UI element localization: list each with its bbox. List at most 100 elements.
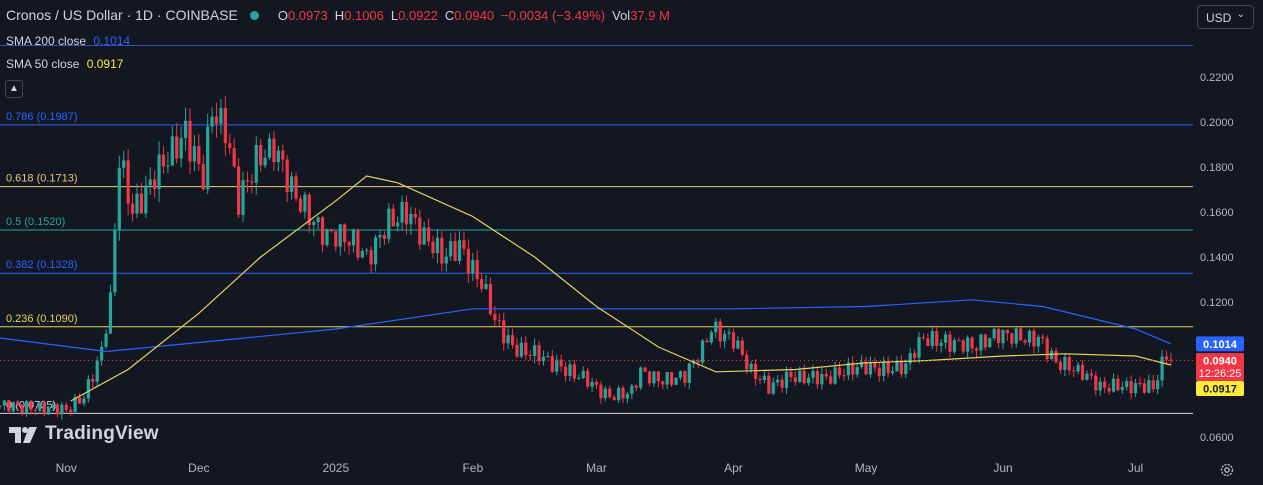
candle-body <box>422 227 426 245</box>
candle-body <box>153 179 157 190</box>
candle-body <box>404 201 409 225</box>
candle-body <box>634 385 638 388</box>
candle-body <box>890 371 895 374</box>
candle-body <box>148 179 152 186</box>
candle-body <box>988 338 992 348</box>
candle-body <box>55 404 60 415</box>
currency-select[interactable]: USD ⌄ <box>1197 5 1254 29</box>
candle-body <box>1045 338 1049 360</box>
settings-gear-icon[interactable] <box>1219 462 1235 478</box>
candle-body <box>603 388 607 399</box>
fib-level-label: 0.618 (0.1713) <box>6 173 78 185</box>
candle-body <box>183 120 188 139</box>
candle-body <box>201 164 205 190</box>
sma50-label: SMA 50 close <box>6 57 80 71</box>
candle-body <box>572 364 577 379</box>
sma200-legend[interactable]: SMA 200 close 0.1014 <box>6 34 130 48</box>
candle-body <box>1164 356 1169 360</box>
candle-body <box>935 331 939 346</box>
candle-body <box>528 355 532 357</box>
symbol-title[interactable]: Cronos / US Dollar · 1D · COINBASE <box>6 7 238 23</box>
candle-body <box>1138 382 1142 384</box>
candle-body <box>0 405 2 407</box>
y-axis-tick-label: 0.1600 <box>1200 207 1234 219</box>
candle-body <box>1116 378 1120 391</box>
candle-body <box>122 160 126 168</box>
candle-body <box>771 382 775 394</box>
candle-body <box>281 150 285 160</box>
y-axis-tick-label: 0.1400 <box>1200 252 1234 264</box>
candle-body <box>1089 373 1093 376</box>
candle-body <box>815 370 820 385</box>
candle-body <box>267 138 272 158</box>
candle-body <box>678 371 683 378</box>
candle-body <box>1050 350 1054 360</box>
candle-body <box>1054 350 1058 363</box>
candle-body <box>351 230 356 246</box>
candle-body <box>1133 382 1138 394</box>
candle-body <box>926 338 930 346</box>
low-value: 0.0922 <box>398 7 438 23</box>
candle-body <box>179 138 183 159</box>
candle-body <box>113 230 117 293</box>
candle-body <box>1085 373 1089 380</box>
candle-body <box>488 283 493 315</box>
candle-body <box>983 334 987 348</box>
candle-body <box>232 148 236 167</box>
sma200-label: SMA 200 close <box>6 34 87 48</box>
candle-body <box>263 157 267 166</box>
candle-body <box>652 371 656 384</box>
candle-body <box>868 362 873 375</box>
candle-body <box>1098 381 1102 391</box>
candle-body <box>219 108 223 124</box>
candle-body <box>228 143 232 149</box>
candle-body <box>64 404 68 410</box>
candle-body <box>1103 381 1107 388</box>
candle-body <box>400 201 404 223</box>
candle-body <box>347 242 351 246</box>
candle-body <box>11 402 15 412</box>
candle-body <box>577 378 581 380</box>
candle-body <box>396 222 400 227</box>
candle-body <box>426 227 431 242</box>
candle-body <box>1120 386 1124 391</box>
collapse-indicators-button[interactable]: ▲ <box>5 80 23 98</box>
candle-body <box>1080 364 1085 380</box>
candle-body <box>736 340 740 349</box>
candle-body <box>360 251 364 258</box>
sma50-legend[interactable]: SMA 50 close 0.0917 <box>6 57 123 71</box>
candle-body <box>343 224 347 243</box>
candle-body <box>170 136 174 166</box>
candle-body <box>77 397 82 404</box>
candle-body <box>780 379 784 388</box>
sma200-value: 0.1014 <box>93 34 131 48</box>
candle-body <box>943 334 948 343</box>
x-axis-tick-label: Dec <box>188 461 209 475</box>
candle-body <box>206 126 210 190</box>
candle-body <box>904 363 908 375</box>
candle-body <box>166 165 170 167</box>
candle-body <box>992 328 996 339</box>
vol-value: 37.9 M <box>630 7 670 23</box>
candle-body <box>16 402 20 406</box>
candle-body <box>471 260 475 274</box>
candle-body <box>621 387 625 399</box>
candle-body <box>824 373 828 377</box>
candle-body <box>541 356 546 362</box>
candle-body <box>387 208 391 239</box>
candle-body <box>643 367 647 372</box>
candle-body <box>948 334 952 352</box>
open-label: O <box>277 7 288 23</box>
candle-body <box>895 360 899 372</box>
candle-body <box>290 176 294 193</box>
candle-body <box>365 250 369 252</box>
candle-body <box>802 370 806 384</box>
candle-body <box>1036 336 1040 347</box>
candle-body <box>497 320 501 322</box>
candle-body <box>806 377 811 384</box>
candle-body <box>139 193 143 214</box>
candle-body <box>1063 356 1067 370</box>
candle-body <box>966 337 970 352</box>
candle-body <box>594 381 599 385</box>
